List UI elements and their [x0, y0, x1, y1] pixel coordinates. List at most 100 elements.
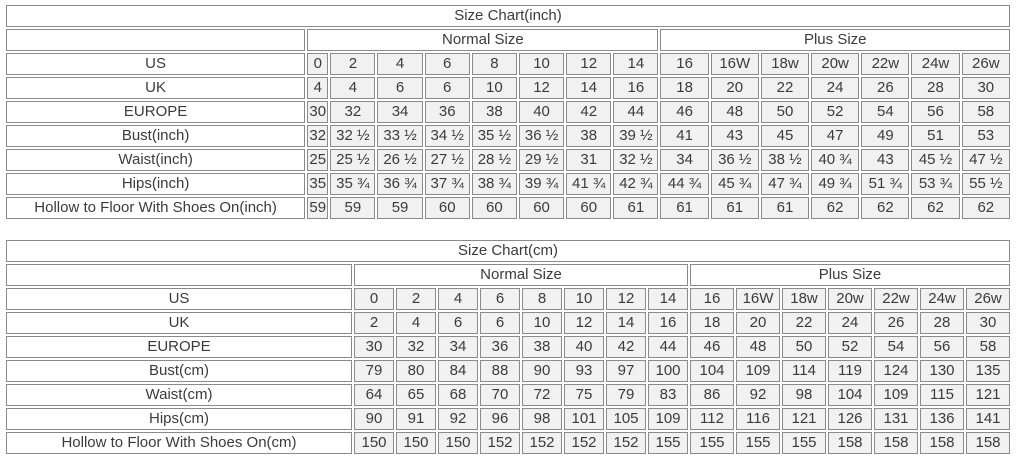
table-row: EUROPE 30 32 34 36 38 40 42 44 46 48 50 52 54 56 58: [6, 336, 1011, 358]
size-value-cell: 92: [736, 384, 780, 406]
size-value-cell: 62: [861, 197, 910, 219]
row-label: Waist(inch): [6, 149, 306, 171]
size-value-cell: 45 ½: [911, 149, 960, 171]
size-value-cell: 61: [760, 197, 810, 219]
size-value-cell: 130: [920, 360, 964, 382]
size-value-cell: 2: [330, 53, 376, 75]
size-value-cell: 6: [480, 288, 520, 310]
table-row: US 0 2 4 6 8 10 12 14 16 16W 18w 20w 22w 24w 26w: [6, 288, 1011, 310]
size-value-cell: 2: [396, 288, 436, 310]
size-value-cell: 109: [874, 384, 918, 406]
size-value-cell: 47 ½: [961, 149, 1010, 171]
size-value-cell: 22w: [861, 53, 910, 75]
size-value-cell: 119: [828, 360, 872, 382]
size-value-cell: 8: [522, 288, 562, 310]
size-value-cell: 20w: [828, 288, 872, 310]
size-value-cell: 135: [966, 360, 1011, 382]
table-row: Hollow to Floor With Shoes On(inch) 59 59 5…: [6, 197, 1010, 219]
size-value-cell: 0: [354, 288, 394, 310]
size-value-cell: 28: [911, 77, 960, 99]
row-label: Waist(cm): [6, 384, 352, 406]
size-value-cell: 114: [782, 360, 826, 382]
size-value-cell: 44: [648, 336, 688, 358]
size-value-cell: 4: [330, 77, 376, 99]
size-value-cell: 34: [438, 336, 478, 358]
size-value-cell: 36 ½: [710, 149, 759, 171]
size-value-cell: 158: [920, 432, 964, 454]
size-value-cell: 39 ¾: [518, 173, 565, 195]
size-value-cell: 26w: [966, 288, 1011, 310]
size-value-cell: 4: [396, 312, 436, 334]
table-title: Size Chart(inch): [6, 5, 1010, 27]
size-value-cell: 47: [811, 125, 860, 147]
size-value-cell: 60: [471, 197, 517, 219]
size-value-cell: 152: [606, 432, 646, 454]
size-value-cell: 22: [760, 77, 810, 99]
size-value-cell: 38 ½: [760, 149, 810, 171]
size-value-cell: 36: [424, 101, 470, 123]
size-value-cell: 24: [811, 77, 860, 99]
size-value-cell: 12: [564, 312, 604, 334]
table-row: EUROPE 30 32 34 36 38 40 42 44 46 48 50 52 54 56 58: [6, 101, 1010, 123]
size-group-header-row: Normal Size Plus Size: [6, 29, 1010, 51]
size-value-cell: 45: [760, 125, 810, 147]
size-value-cell: 40: [564, 336, 604, 358]
size-value-cell: 22: [782, 312, 826, 334]
row-label: Hips(inch): [6, 173, 306, 195]
row-label: Hollow to Floor With Shoes On(cm): [6, 432, 352, 454]
size-value-cell: 155: [648, 432, 688, 454]
size-value-cell: 32: [330, 101, 376, 123]
normal-size-header: Normal Size: [354, 264, 688, 286]
size-value-cell: 68: [438, 384, 478, 406]
size-value-cell: 30: [961, 77, 1010, 99]
size-value-cell: 51 ¾: [861, 173, 910, 195]
size-value-cell: 4: [307, 77, 329, 99]
size-value-cell: 56: [920, 336, 964, 358]
size-value-cell: 18w: [782, 288, 826, 310]
table-row: Bust(inch) 32 32 ½ 33 ½ 34 ½ 35 ½ 36 ½ 38 39 ½ 41…: [6, 125, 1010, 147]
size-value-cell: 54: [874, 336, 918, 358]
table-row: Hollow to Floor With Shoes On(cm) 150 150 1…: [6, 432, 1011, 454]
size-value-cell: 30: [966, 312, 1011, 334]
size-chart-inch-table: Size Chart(inch) Normal Size Plus Size U…: [4, 3, 1012, 221]
size-value-cell: 75: [564, 384, 604, 406]
size-value-cell: 14: [566, 77, 612, 99]
size-value-cell: 36 ¾: [377, 173, 423, 195]
size-value-cell: 64: [354, 384, 394, 406]
size-value-cell: 18: [660, 77, 709, 99]
size-value-cell: 96: [480, 408, 520, 430]
table-row: Waist(cm) 64 65 68 70 72 75 79 83 86 92 98 104 109 115…: [6, 384, 1011, 406]
size-value-cell: 34 ½: [424, 125, 470, 147]
size-value-cell: 150: [396, 432, 436, 454]
size-value-cell: 104: [690, 360, 734, 382]
size-value-cell: 54: [861, 101, 910, 123]
size-value-cell: 2: [354, 312, 394, 334]
size-value-cell: 16: [648, 312, 688, 334]
row-label: US: [6, 53, 306, 75]
size-value-cell: 36 ½: [518, 125, 565, 147]
size-value-cell: 88: [480, 360, 520, 382]
size-value-cell: 6: [480, 312, 520, 334]
size-value-cell: 59: [307, 197, 329, 219]
size-value-cell: 48: [736, 336, 780, 358]
size-value-cell: 12: [606, 288, 646, 310]
size-value-cell: 26: [874, 312, 918, 334]
size-value-cell: 50: [782, 336, 826, 358]
size-value-cell: 116: [736, 408, 780, 430]
size-value-cell: 79: [354, 360, 394, 382]
size-value-cell: 61: [710, 197, 759, 219]
size-value-cell: 4: [377, 53, 423, 75]
size-value-cell: 86: [690, 384, 734, 406]
row-label: US: [6, 288, 352, 310]
size-value-cell: 10: [522, 312, 562, 334]
table-row: Hips(inch) 35 35 ¾ 36 ¾ 37 ¾ 38 ¾ 39 ¾ 41 ¾ 42 ¾…: [6, 173, 1010, 195]
size-value-cell: 49 ¾: [811, 173, 860, 195]
size-value-cell: 152: [480, 432, 520, 454]
size-value-cell: 131: [874, 408, 918, 430]
size-value-cell: 20w: [811, 53, 860, 75]
size-value-cell: 104: [828, 384, 872, 406]
plus-size-header: Plus Size: [690, 264, 1011, 286]
size-value-cell: 155: [736, 432, 780, 454]
size-value-cell: 45 ¾: [710, 173, 759, 195]
